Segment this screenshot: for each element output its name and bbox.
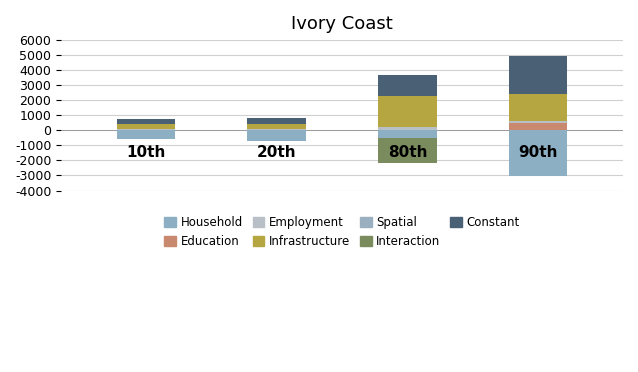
Bar	[248, 118, 306, 124]
Text: 20th: 20th	[257, 145, 297, 160]
Legend: Household, Education, Employment, Infrastructure, Spatial, Interaction, Constant: Household, Education, Employment, Infras…	[165, 216, 520, 248]
Bar	[117, 125, 175, 129]
Text: 90th: 90th	[518, 145, 558, 160]
Bar	[508, 121, 567, 123]
Bar	[378, 129, 437, 130]
Bar	[508, 56, 567, 93]
Bar	[378, 138, 437, 163]
Text: 10th: 10th	[126, 145, 166, 160]
Bar	[378, 96, 437, 127]
Bar	[117, 119, 175, 125]
Bar	[248, 124, 306, 129]
Bar	[508, 93, 567, 121]
Bar	[248, 129, 306, 130]
Bar	[117, 130, 175, 140]
Bar	[378, 130, 437, 138]
Bar	[378, 75, 437, 96]
Bar	[508, 130, 567, 176]
Text: 80th: 80th	[388, 145, 427, 160]
Bar	[378, 127, 437, 129]
Bar	[248, 130, 306, 141]
Bar	[508, 123, 567, 130]
Title: Ivory Coast: Ivory Coast	[291, 15, 393, 33]
Bar	[117, 129, 175, 130]
